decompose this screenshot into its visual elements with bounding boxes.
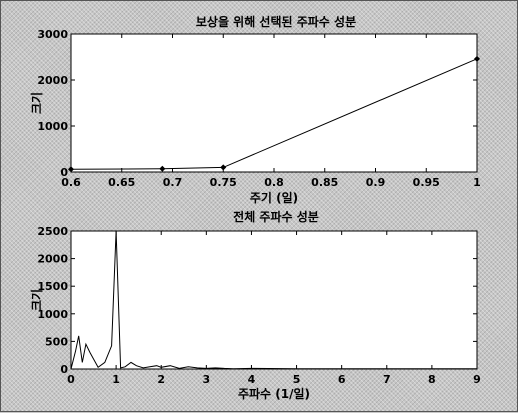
- top-y-tick-label: 2000: [37, 74, 68, 87]
- bottom-plot-area: [70, 230, 478, 370]
- bottom-x-tick-label: 8: [428, 373, 436, 386]
- bottom-series-line: [70, 230, 477, 370]
- top-y-tick-label: 0: [60, 166, 68, 179]
- bottom-x-tick-label: 7: [383, 373, 391, 386]
- bottom-chart: 전체 주파수 성분 0 500 1000 1500 2000 2500 0 1 2 3 4 5 6 7 8…: [29, 209, 481, 401]
- bottom-y-tick-label: 2500: [37, 225, 68, 238]
- top-data-point: [68, 166, 74, 173]
- bottom-y-tick-label: 1000: [37, 308, 68, 321]
- top-x-tick-label: 0.9: [366, 176, 386, 189]
- top-y-axis-label: 크기: [29, 92, 44, 114]
- bottom-x-tick-label: 9: [473, 373, 481, 386]
- bottom-x-tick-label: 0: [67, 373, 75, 386]
- top-series-line: [70, 58, 478, 170]
- bottom-x-tick-label: 4: [248, 373, 256, 386]
- bottom-chart-title: 전체 주파수 성분: [233, 209, 319, 224]
- top-x-tick-label: 0.75: [210, 176, 237, 189]
- top-data-point: [159, 165, 166, 172]
- top-x-tick-label: 0.7: [163, 176, 183, 189]
- bottom-x-ticks: 0 1 2 3 4 5 6 7 8 9: [67, 231, 481, 386]
- bottom-y-ticks: 0 500 1000 1500 2000 2500: [37, 225, 477, 376]
- top-plot-area: [70, 33, 478, 173]
- bottom-x-tick-label: 3: [203, 373, 211, 386]
- bottom-y-tick-label: 2000: [37, 253, 68, 266]
- top-x-tick-label: 0.65: [108, 176, 135, 189]
- top-x-axis-label: 주기 (일): [250, 190, 298, 205]
- bottom-x-tick-label: 6: [338, 373, 346, 386]
- top-x-tick-label: 0.95: [413, 176, 440, 189]
- bottom-y-tick-label: 0: [60, 363, 68, 376]
- bottom-x-tick-label: 5: [293, 373, 301, 386]
- top-series-markers: [68, 55, 480, 173]
- top-chart-title: 보상을 위해 선택된 주파수 성분: [196, 14, 356, 29]
- top-y-tick-label: 1000: [37, 120, 68, 133]
- bottom-x-axis-label: 주파수 (1/일): [238, 386, 310, 401]
- top-x-ticks: 0.6 0.65 0.7 0.75 0.8 0.85 0.9 0.95 1: [61, 34, 481, 189]
- top-x-tick-label: 1: [473, 176, 481, 189]
- top-y-ticks: 0 1000 2000 3000: [37, 28, 477, 179]
- bottom-y-axis-label: 크기: [29, 289, 44, 311]
- top-x-tick-label: 0.85: [311, 176, 338, 189]
- top-x-tick-label: 0.6: [61, 176, 81, 189]
- top-y-tick-label: 3000: [37, 28, 68, 41]
- top-data-point: [220, 164, 227, 171]
- bottom-x-tick-label: 1: [112, 373, 120, 386]
- bottom-x-tick-label: 2: [157, 373, 165, 386]
- bottom-y-tick-label: 1500: [37, 280, 68, 293]
- top-x-tick-label: 0.8: [264, 176, 284, 189]
- top-data-point: [474, 55, 480, 62]
- bottom-y-tick-label: 500: [45, 335, 68, 348]
